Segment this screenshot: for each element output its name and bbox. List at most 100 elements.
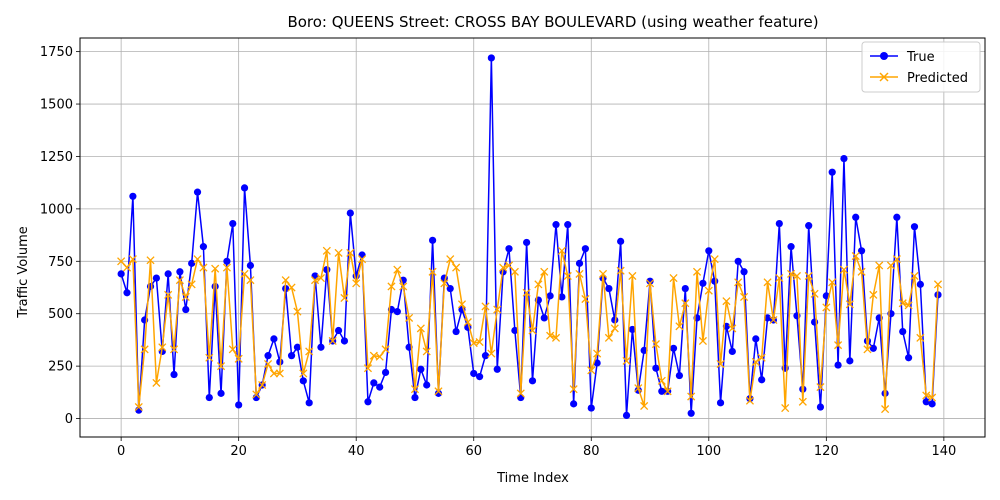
data-point-predicted [158,343,167,352]
data-point-predicted [293,307,302,316]
data-point-predicted [452,263,461,272]
data-point-predicted [645,279,655,288]
data-point-true [493,365,501,373]
data-point-predicted [516,389,525,398]
data-point-predicted [598,269,608,278]
data-point-true [575,259,584,267]
data-point-predicted [575,269,584,278]
data-point-predicted [916,333,925,342]
data-point-predicted [375,352,384,361]
data-point-predicted [381,345,390,354]
data-point-predicted [775,274,784,283]
data-point-true [129,192,137,200]
data-point-predicted [716,359,725,369]
y-tick-label: 1000 [40,202,73,217]
data-point-predicted [428,267,437,276]
data-point-true [176,268,184,276]
data-point-true [223,257,231,265]
data-point-predicted [551,333,561,342]
data-point-predicted [346,248,355,257]
data-point-true [511,326,519,335]
legend-predicted-label: Predicted [907,71,968,86]
data-point-predicted [493,305,502,314]
data-point-predicted [234,354,243,363]
data-point-predicted [675,322,684,331]
data-point-predicted [634,384,643,393]
y-tick-label: 1250 [40,150,73,165]
data-point-true [188,259,196,267]
data-point-true [546,292,554,300]
data-point-predicted [740,292,749,301]
data-point-predicted [845,300,854,309]
data-point-true [434,389,443,397]
data-point-true [452,327,460,336]
data-point-true [117,270,125,278]
data-point-predicted [828,278,837,287]
data-point-predicted [687,392,696,401]
data-point-true [235,401,243,409]
data-point-true [287,352,296,360]
data-point-true [916,280,924,288]
data-point-predicted [622,356,631,365]
data-point-true [593,359,601,367]
data-point-true [229,219,237,228]
legend-predicted-marker [879,72,889,82]
data-point-true [622,411,631,419]
x-tick-label: 40 [348,444,365,459]
data-point-predicted [316,274,325,283]
data-point-predicted [857,267,866,276]
data-point-predicted [140,345,149,354]
y-tick-label: 0 [65,412,73,427]
data-point-true [805,222,813,230]
x-tick-label: 120 [814,444,839,459]
data-point-predicted [881,405,890,414]
y-tick-label: 500 [48,307,73,322]
data-point-true [852,213,860,221]
data-point-predicted [886,261,896,270]
data-point-true [182,305,190,314]
data-point-predicted [710,255,719,264]
data-point-true [763,314,772,322]
data-point-predicted [240,269,249,278]
data-point-true [669,344,678,352]
data-point-true [305,399,313,407]
data-point-true [617,237,625,245]
data-point-true [264,352,272,360]
data-point-true [346,209,354,217]
data-point-predicted [698,336,707,346]
data-point-true [840,154,848,163]
data-point-true [246,261,255,270]
data-point-predicted [904,301,913,310]
data-point-predicted [787,269,796,278]
data-point-true [334,326,343,335]
data-point-predicted [734,278,743,287]
data-point-predicted [463,318,472,327]
data-point-true [910,223,919,231]
data-point-predicted [446,255,455,264]
data-point-true [364,398,372,406]
data-point-predicted [363,364,373,373]
data-point-predicted [593,349,602,358]
data-point-predicted [399,282,408,291]
data-point-predicted [892,255,901,264]
data-point-true [570,400,578,408]
data-point-predicted [522,288,531,297]
data-point-true [899,327,907,336]
data-point-true [740,268,748,276]
data-point-predicted [651,340,660,349]
data-point-predicted [187,280,196,289]
data-point-true [869,344,877,352]
data-point-true [164,270,172,278]
data-point-true [217,389,225,397]
data-point-true [716,399,725,407]
data-point-predicted [669,274,678,283]
x-tick-label: 20 [230,444,247,459]
data-point-predicted [657,376,666,385]
data-point-true [205,393,213,402]
data-point-predicted [640,401,649,411]
y-axis-title: Traffic Volume [16,226,31,319]
data-point-true [658,387,666,395]
data-point-predicted [933,280,943,289]
data-point-predicted [193,255,202,264]
data-point-true [564,221,572,229]
